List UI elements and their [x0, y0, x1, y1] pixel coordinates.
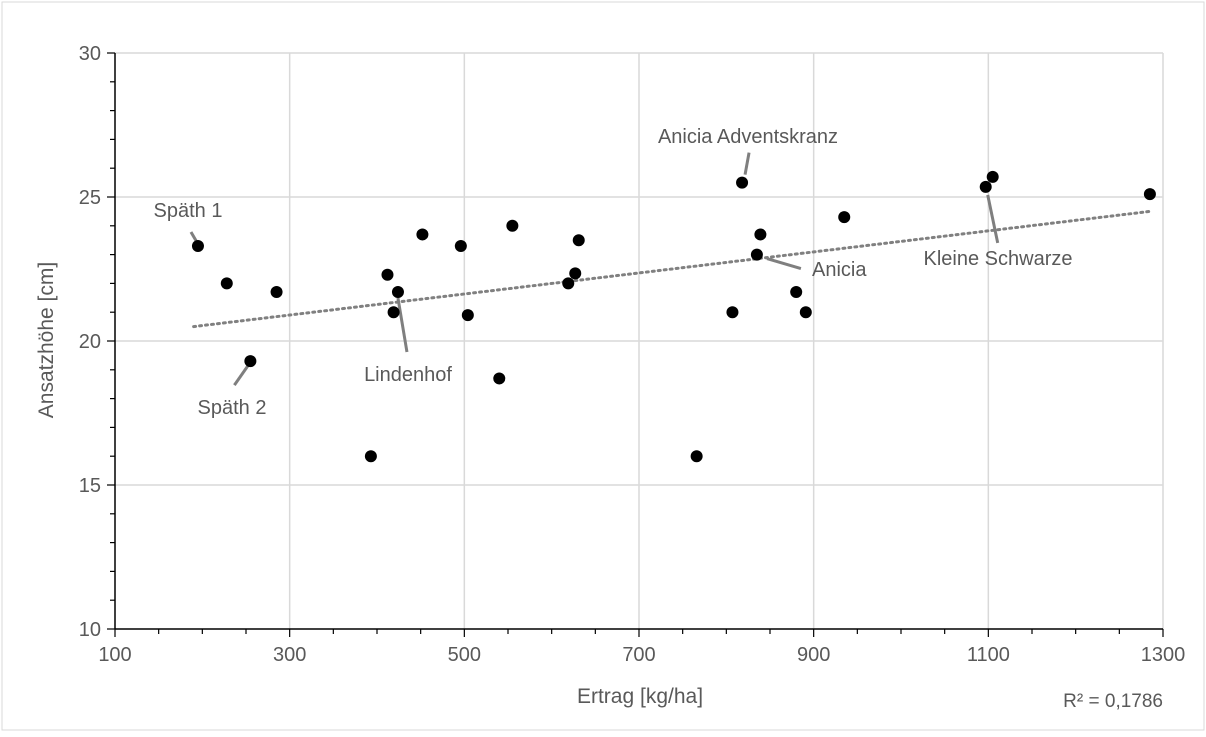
- annotation-leader-line: [766, 257, 802, 271]
- y-tick-label: 10: [79, 619, 101, 641]
- y-tick-label: 30: [79, 43, 101, 65]
- data-point: [220, 277, 233, 290]
- annotation-label: Lindenhof: [364, 364, 452, 386]
- data-point: [986, 170, 999, 183]
- annotation-leader-line: [743, 152, 751, 175]
- data-points: [191, 170, 1156, 463]
- data-point: [493, 372, 506, 385]
- annotation-label: Späth 1: [154, 200, 223, 222]
- data-point: [191, 239, 204, 252]
- trendline-layer: [192, 209, 1152, 329]
- data-point: [461, 309, 474, 322]
- x-tick-label: 700: [622, 644, 655, 666]
- annotation-labels: Späth 1 Späth 2 Lindenhof Anicia Adventskra…: [154, 126, 1073, 419]
- y-axis-title: Ansatzhöhe [cm]: [35, 262, 58, 418]
- data-point: [736, 176, 749, 189]
- annotation-leader-line: [396, 297, 409, 353]
- x-tick-label: 300: [273, 644, 306, 666]
- x-tick-label: 1100: [967, 644, 1010, 666]
- annotation-label: Kleine Schwarze: [924, 248, 1073, 270]
- data-point: [244, 355, 257, 368]
- data-point: [979, 180, 992, 193]
- x-tick-label: 500: [448, 644, 481, 666]
- data-point: [690, 450, 703, 463]
- data-point: [391, 286, 404, 299]
- x-tick-label: 100: [98, 644, 131, 666]
- data-point: [506, 219, 519, 232]
- annotation-label: Späth 2: [198, 397, 267, 419]
- data-point: [569, 267, 582, 280]
- x-tick-label: 900: [797, 644, 830, 666]
- data-point: [381, 268, 394, 281]
- annotation-leader-line: [233, 364, 250, 387]
- data-point: [454, 239, 467, 252]
- x-tick-label: 1300: [1141, 644, 1186, 666]
- data-point: [790, 286, 803, 299]
- x-axis-title: Ertrag [kg/ha]: [577, 685, 703, 708]
- data-point: [838, 211, 851, 224]
- y-tick-label: 20: [79, 331, 101, 353]
- r-squared-label: R² = 0,1786: [1063, 691, 1163, 712]
- data-point: [799, 306, 812, 319]
- axes: 100 300 500 700 900 1100 1300 10 15 20 25 30: [79, 43, 1186, 666]
- trendline: [192, 209, 1152, 329]
- data-point: [270, 286, 283, 299]
- data-point: [754, 228, 767, 241]
- data-point: [387, 306, 400, 319]
- annotation-label: Anicia: [812, 259, 867, 281]
- data-point: [562, 277, 575, 290]
- data-point: [572, 234, 585, 247]
- y-tick-label: 15: [79, 475, 101, 497]
- annotation-leader-line: [986, 194, 1000, 244]
- annotation-label: Anicia Adventskranz: [658, 126, 838, 148]
- data-point: [364, 450, 377, 463]
- data-point: [416, 228, 429, 241]
- data-point: [750, 248, 763, 261]
- data-point: [1143, 188, 1156, 201]
- y-tick-label: 25: [79, 187, 101, 209]
- data-point: [726, 306, 739, 319]
- annotation-leaders: [189, 152, 1000, 387]
